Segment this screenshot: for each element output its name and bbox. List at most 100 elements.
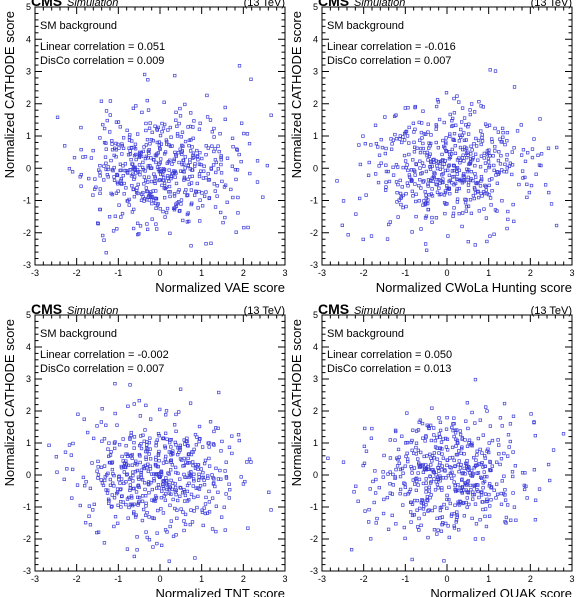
data-point <box>405 451 409 455</box>
data-point <box>436 486 440 490</box>
data-point <box>161 178 165 183</box>
data-point <box>405 181 410 185</box>
data-point <box>430 220 434 224</box>
data-point <box>466 204 471 208</box>
data-point <box>133 515 138 519</box>
data-point <box>152 479 156 483</box>
data-point <box>195 154 200 158</box>
data-point <box>153 494 158 498</box>
data-point <box>449 152 454 156</box>
data-point <box>533 518 538 522</box>
data-point <box>169 437 173 442</box>
data-point <box>498 462 502 467</box>
data-point <box>156 202 160 206</box>
data-point <box>465 169 470 174</box>
data-point <box>466 239 470 244</box>
data-point <box>192 479 196 483</box>
data-point <box>201 470 205 475</box>
data-point <box>394 467 398 472</box>
data-point <box>207 445 211 449</box>
data-point <box>445 184 449 188</box>
data-point <box>162 181 167 185</box>
data-point <box>391 165 395 169</box>
data-point <box>413 182 417 186</box>
x-tick-label: 0 <box>157 574 162 584</box>
data-point <box>501 130 505 135</box>
data-point <box>136 501 141 505</box>
data-point <box>555 145 559 150</box>
data-point <box>452 526 457 530</box>
y-tick-label: -3 <box>310 566 318 576</box>
data-point <box>429 493 433 497</box>
data-point <box>55 115 60 119</box>
data-point <box>108 477 113 482</box>
data-point <box>188 473 192 477</box>
data-point <box>173 440 177 445</box>
data-point <box>400 434 404 438</box>
data-point <box>525 195 529 200</box>
data-point <box>408 510 413 514</box>
data-point <box>239 159 243 164</box>
data-point <box>150 487 154 492</box>
data-point <box>228 488 232 492</box>
data-point <box>520 169 525 173</box>
data-point <box>212 481 216 485</box>
data-point <box>98 187 102 191</box>
data-point <box>223 105 227 110</box>
data-point <box>197 174 202 179</box>
data-point <box>120 152 124 156</box>
data-point <box>479 179 483 183</box>
data-point <box>445 448 450 452</box>
data-point <box>112 178 117 182</box>
data-point <box>175 508 179 512</box>
data-point <box>405 411 409 415</box>
data-point <box>505 158 509 162</box>
data-point <box>191 460 195 464</box>
data-point <box>488 459 492 464</box>
data-point <box>463 438 467 442</box>
data-point <box>455 440 460 445</box>
data-point <box>249 460 253 464</box>
y-tick-label: -2 <box>23 534 31 544</box>
data-point <box>98 136 102 140</box>
data-point <box>187 182 191 186</box>
data-point <box>500 199 504 203</box>
data-point <box>214 466 218 470</box>
simulation-label: Simulation <box>354 0 405 9</box>
data-point <box>510 172 514 177</box>
data-point <box>451 214 455 218</box>
data-point <box>399 196 403 200</box>
data-point <box>117 477 121 482</box>
data-point <box>354 212 358 216</box>
data-point <box>480 136 484 140</box>
data-point <box>132 153 137 158</box>
data-point <box>235 168 240 172</box>
data-point <box>428 144 432 148</box>
data-point <box>92 502 96 507</box>
data-point <box>195 148 199 153</box>
data-point <box>224 460 228 464</box>
data-point <box>204 242 208 246</box>
data-point <box>196 158 200 162</box>
data-point <box>155 486 159 490</box>
data-point <box>449 466 453 470</box>
data-point <box>485 409 489 413</box>
data-point <box>170 162 174 166</box>
data-point <box>358 162 363 167</box>
data-point <box>473 483 478 487</box>
data-point <box>196 486 200 490</box>
data-point <box>503 498 508 502</box>
data-point <box>67 443 72 447</box>
data-point <box>167 168 171 172</box>
data-point <box>142 175 146 179</box>
data-point <box>189 470 193 474</box>
data-point <box>369 436 374 440</box>
data-point <box>91 148 95 153</box>
data-point <box>455 158 460 162</box>
data-point <box>211 163 216 167</box>
data-point <box>492 232 496 236</box>
x-tick-label: -1 <box>114 574 122 584</box>
data-point <box>174 429 178 433</box>
data-point <box>204 152 208 157</box>
data-point <box>445 415 449 420</box>
